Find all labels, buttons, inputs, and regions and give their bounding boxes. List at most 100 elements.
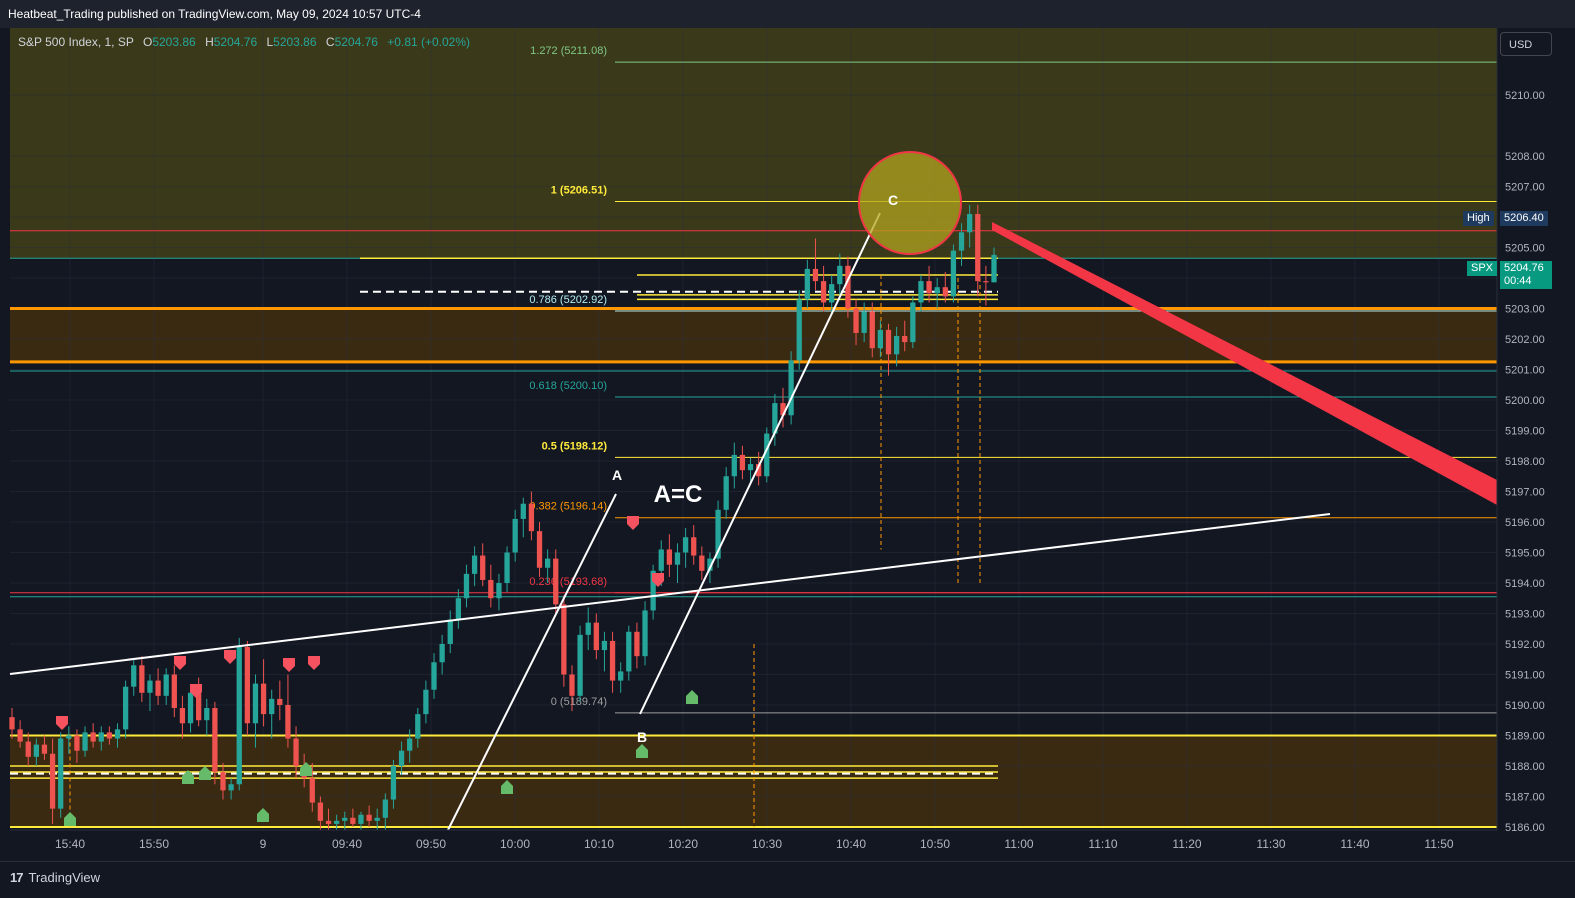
candle-body — [544, 558, 551, 568]
time-tick-label: 10:00 — [500, 837, 530, 851]
candle-body — [618, 671, 624, 681]
currency-selector[interactable]: USD — [1500, 32, 1552, 56]
candle-body — [577, 634, 583, 696]
candle-body — [707, 558, 713, 571]
candle-body — [739, 454, 746, 471]
label-c: C — [888, 192, 898, 208]
candle-body — [715, 509, 721, 559]
candle-body — [98, 732, 104, 742]
publisher-bar: Heatbeat_Trading published on TradingVie… — [0, 0, 1575, 28]
candle-body — [179, 708, 186, 724]
candle-body — [17, 729, 23, 742]
footer: 17 TradingView — [0, 861, 1575, 898]
candle-body — [666, 549, 673, 565]
fib-level-label: 0.236 (5193.68) — [529, 576, 607, 588]
candle-body — [358, 814, 364, 824]
time-tick-label: 09:50 — [416, 837, 446, 851]
price-tick-label: 5192.00 — [1505, 639, 1545, 651]
open-label: O — [142, 35, 153, 49]
price-tick-label: 5203.00 — [1505, 304, 1545, 316]
fib-level-label: 0.618 (5200.10) — [529, 380, 607, 392]
candle-body — [471, 555, 478, 574]
candle-body — [252, 683, 259, 724]
candle-body — [634, 631, 640, 657]
buy-signal-marker — [64, 812, 76, 826]
candle-body — [350, 817, 356, 824]
time-tick-label: 10:50 — [920, 837, 950, 851]
candle-body — [788, 360, 794, 416]
candle-body — [975, 214, 981, 282]
candle-body — [626, 631, 632, 672]
price-tick-label: 5200.00 — [1505, 395, 1545, 407]
high-price-value: 5206.40 — [1500, 211, 1548, 226]
tv-logo-icon: 17 — [10, 870, 24, 885]
tradingview-logo[interactable]: 17 TradingView — [10, 870, 100, 885]
bar-countdown: 00:44 — [1504, 275, 1532, 287]
candle-body — [82, 732, 88, 751]
candle-body — [910, 302, 916, 343]
wave-c-line — [639, 212, 881, 715]
time-tick-label: 10:20 — [668, 837, 698, 851]
candle-body — [285, 704, 291, 739]
candle-body — [49, 753, 56, 809]
candle-body — [747, 464, 754, 471]
candle-body — [885, 329, 892, 355]
candle-body — [991, 254, 997, 283]
time-tick-label: 11:00 — [1004, 837, 1033, 851]
time-tick-label: 11:10 — [1088, 837, 1117, 851]
time-tick-label: 10:30 — [752, 837, 782, 851]
fib-level-label: 1 (5206.51) — [551, 185, 608, 197]
time-tick-label: 15:40 — [55, 837, 85, 851]
sell-signal-marker — [174, 656, 186, 670]
candle-body — [829, 284, 835, 303]
price-tick-label: 5195.00 — [1505, 548, 1545, 560]
change-value: +0.81 (+0.02%) — [387, 35, 471, 49]
candle-body — [609, 640, 616, 681]
candle-body — [480, 555, 486, 580]
price-tick-label: 5207.00 — [1505, 182, 1545, 194]
price-tick-label: 5210.00 — [1505, 90, 1545, 102]
candle-body — [236, 647, 242, 785]
spx-price-value: 5204.76 00:44 — [1500, 261, 1552, 289]
candle-body — [66, 735, 72, 739]
label-a: A — [612, 467, 622, 483]
time-tick-label: 10:10 — [584, 837, 614, 851]
time-tick-label: 11:30 — [1256, 837, 1285, 851]
candle-body — [926, 281, 932, 294]
price-tick-label: 5191.00 — [1505, 669, 1545, 681]
close-label: C — [325, 35, 335, 49]
buy-signal-marker — [686, 690, 698, 704]
candle-body — [90, 732, 96, 742]
time-tick-label: 09:40 — [332, 837, 362, 851]
price-tick-label: 5186.00 — [1505, 822, 1545, 834]
price-tick-label: 5196.00 — [1505, 517, 1545, 529]
candle-body — [756, 464, 762, 477]
sell-signal-marker — [308, 656, 320, 670]
sell-signal-marker — [627, 516, 639, 530]
candle-body — [869, 311, 875, 349]
candle-body — [845, 265, 851, 309]
candle-body — [431, 662, 437, 690]
spx-price-label: SPX — [1467, 261, 1498, 276]
trendline-support — [9, 513, 1331, 675]
candle-body — [853, 308, 859, 333]
price-tick-label: 5208.00 — [1505, 151, 1545, 163]
candle-body — [317, 802, 324, 821]
candle-body — [593, 622, 599, 651]
price-tick-label: 5190.00 — [1505, 700, 1545, 712]
fib-level-label: 0.5 (5198.12) — [542, 440, 608, 452]
open-value: 5203.86 — [152, 35, 196, 49]
time-tick-label: 11:40 — [1340, 837, 1369, 851]
candle-body — [837, 265, 843, 285]
price-tick-label: 5193.00 — [1505, 608, 1545, 620]
sell-signal-marker — [283, 658, 295, 672]
fib-level-label: 1.272 (5211.08) — [530, 45, 607, 57]
sell-signal-marker — [224, 650, 236, 664]
candle-body — [155, 680, 161, 696]
candle-body — [902, 335, 908, 343]
candle-body — [699, 555, 705, 571]
candle-body — [820, 281, 827, 303]
candle-body — [488, 579, 494, 599]
close-value: 5204.76 — [334, 35, 378, 49]
